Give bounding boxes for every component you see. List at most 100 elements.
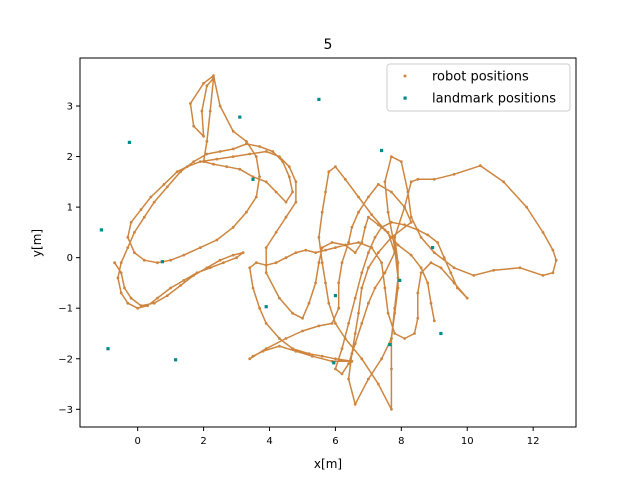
robot-position-point [380, 225, 383, 229]
robot-position-point [208, 109, 212, 113]
robot-position-point [278, 344, 281, 348]
robot-position-point [258, 145, 261, 148]
robot-position-point [274, 190, 278, 194]
robot-position-point [254, 195, 258, 199]
robot-position-point [376, 382, 380, 386]
robot-position-point [291, 311, 294, 315]
robot-position-point [353, 296, 357, 300]
robot-position-point [218, 150, 222, 153]
robot-position-point [245, 210, 248, 214]
robot-position-point [294, 349, 298, 353]
robot-position-point [251, 175, 255, 179]
legend-entries: robot positions landmark positions [403, 70, 556, 107]
robot-position-point [386, 231, 390, 234]
robot-position-point [406, 190, 410, 194]
robot-position-point [320, 246, 324, 250]
robot-position-point [390, 367, 393, 371]
landmark-point [127, 140, 131, 144]
robot-position-point [390, 236, 393, 239]
robot-position-point [169, 286, 173, 290]
robot-position-point [261, 349, 265, 353]
robot-position-point [254, 261, 258, 265]
robot-position-point [343, 337, 347, 340]
robot-position-point [367, 266, 370, 270]
robot-position-point [452, 266, 456, 270]
robot-position-point [192, 124, 196, 128]
robot-position-point [416, 177, 420, 181]
robot-position-point [212, 162, 215, 166]
y-axis-label: y[m] [30, 229, 44, 257]
robot-position-point [202, 160, 206, 164]
robot-position-point [327, 301, 331, 305]
robot-position-point [231, 225, 235, 229]
robot-position-point [376, 223, 380, 227]
y-axis: −3 −2 −1 0 1 2 3 [58, 102, 80, 416]
legend: robot positions landmark positions [386, 63, 571, 112]
robot-position-point [215, 157, 219, 161]
robot-position-point [281, 160, 285, 164]
robot-position-point [337, 281, 341, 285]
robot-position-point [175, 170, 179, 174]
robot-position-point [116, 276, 120, 280]
robot-position-point [337, 306, 341, 310]
x-tick-label: 6 [332, 436, 338, 447]
robot-position-point [205, 266, 209, 270]
robot-position-point [248, 266, 252, 270]
robot-position-point [314, 251, 317, 255]
robot-position-point [301, 329, 304, 333]
robot-position-point [165, 185, 169, 189]
robot-position-point [367, 251, 370, 255]
robot-position-point [541, 274, 545, 277]
robot-position-point [419, 236, 423, 239]
robot-position-point [383, 271, 387, 275]
robot-position-point [465, 296, 469, 300]
robot-position-point [235, 256, 238, 260]
robot-position-point [376, 251, 380, 255]
chart-title: 5 [324, 37, 333, 53]
robot-position-point [383, 180, 387, 184]
robot-position-point [284, 256, 288, 260]
robot-position-point [350, 352, 354, 356]
robot-position-point [320, 354, 324, 358]
robot-position-point [278, 296, 281, 300]
robot-position-point [396, 261, 400, 265]
robot-position-point [202, 134, 206, 138]
robot-position-point [367, 377, 370, 381]
robot-position-point [179, 284, 182, 287]
robot-position-point [156, 261, 159, 265]
robot-position-point [380, 357, 383, 361]
robot-position-point [409, 180, 413, 184]
robot-position-point [357, 311, 360, 315]
legend-marker-robot [403, 74, 407, 78]
robot-position-point [294, 180, 298, 184]
robot-position-point [340, 261, 344, 265]
robot-position-point [258, 306, 261, 310]
robot-position-point [390, 155, 393, 159]
robot-position-point [123, 286, 126, 290]
robot-position-point [189, 102, 192, 105]
robot-position-point [393, 332, 397, 335]
plot-frame [79, 57, 577, 428]
robot-position-point [429, 301, 433, 305]
x-tick-label: 0 [134, 436, 140, 447]
robot-position-point [126, 301, 130, 305]
robot-position-point [399, 160, 403, 164]
robot-position-point [162, 183, 166, 186]
robot-position-point [340, 372, 344, 376]
robot-position-point [284, 200, 288, 204]
robot-position-point [416, 291, 420, 295]
landmark-point [333, 294, 337, 298]
y-tick-label: −3 [58, 405, 73, 416]
robot-position-point [142, 258, 146, 262]
y-tick-label: −2 [58, 354, 73, 365]
robot-position-point [182, 253, 186, 257]
robot-position-point [551, 248, 555, 252]
robot-position-point [343, 177, 347, 181]
robot-position-point [264, 347, 268, 351]
robot-position-point [156, 296, 159, 300]
robot-position-point [350, 359, 354, 363]
robot-position-point [218, 258, 222, 262]
landmark-point [332, 361, 336, 365]
robot-position-point [133, 231, 136, 234]
robot-position-point [287, 165, 291, 169]
